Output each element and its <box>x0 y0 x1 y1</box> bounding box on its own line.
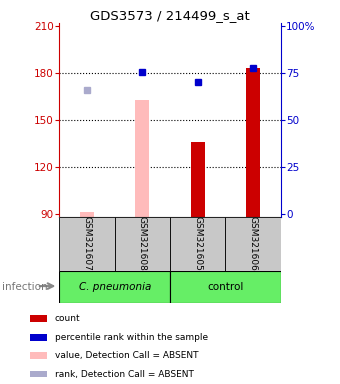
Bar <box>30 371 47 377</box>
Bar <box>59 217 115 271</box>
Text: GSM321605: GSM321605 <box>193 217 202 271</box>
Bar <box>30 334 47 341</box>
Text: percentile rank within the sample: percentile rank within the sample <box>55 333 208 342</box>
Text: count: count <box>55 314 81 323</box>
Text: control: control <box>207 282 243 292</box>
Bar <box>30 315 47 322</box>
Text: infection: infection <box>2 282 47 292</box>
Bar <box>80 212 94 217</box>
Bar <box>59 271 170 303</box>
Text: rank, Detection Call = ABSENT: rank, Detection Call = ABSENT <box>55 369 194 379</box>
Text: C. pneumonia: C. pneumonia <box>79 282 151 292</box>
Text: value, Detection Call = ABSENT: value, Detection Call = ABSENT <box>55 351 199 360</box>
Bar <box>30 352 47 359</box>
Text: GSM321606: GSM321606 <box>249 217 257 271</box>
Bar <box>225 217 280 271</box>
Title: GDS3573 / 214499_s_at: GDS3573 / 214499_s_at <box>90 9 250 22</box>
Bar <box>246 68 260 217</box>
Bar <box>135 100 149 217</box>
Bar <box>170 217 225 271</box>
Bar <box>170 271 280 303</box>
Text: GSM321607: GSM321607 <box>83 217 91 271</box>
Bar <box>115 217 170 271</box>
Text: GSM321608: GSM321608 <box>138 217 147 271</box>
Bar <box>191 142 205 217</box>
